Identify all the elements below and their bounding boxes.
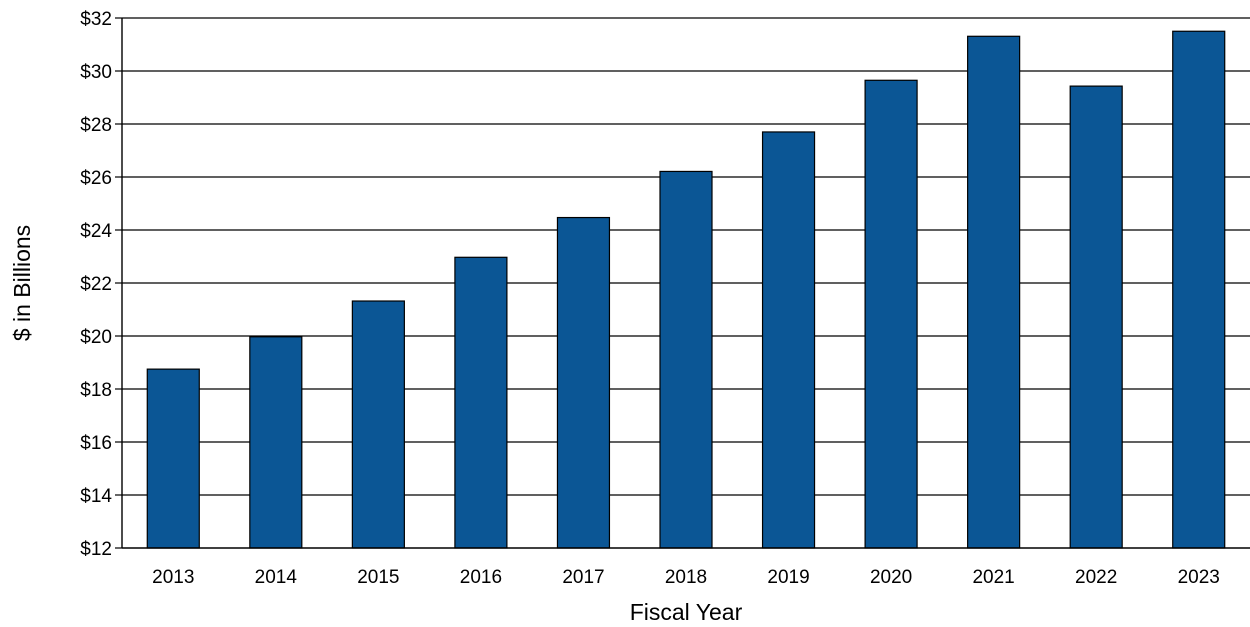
y-tick-label: $32	[80, 9, 112, 30]
bar-2017	[556, 216, 611, 549]
y-tick-label: $12	[80, 539, 112, 560]
bar-2014	[249, 336, 303, 549]
y-tick-label: $26	[80, 168, 112, 189]
x-tick-label: 2020	[870, 567, 912, 588]
y-tick-labels: $12 $14 $16 $18 $20 $22 $24 $26 $28 $30 $32	[80, 9, 112, 560]
x-tick-label: 2022	[1075, 567, 1117, 588]
bar-2016	[454, 256, 508, 549]
bar-2013	[146, 368, 200, 549]
bar-2020	[864, 79, 918, 549]
x-tick-label: 2013	[152, 567, 194, 588]
axes	[121, 18, 1250, 549]
bar-2018	[659, 170, 713, 549]
y-tick-label: $14	[80, 486, 112, 507]
x-tick-label: 2021	[972, 567, 1014, 588]
x-tick-label: 2019	[767, 567, 809, 588]
y-tick-label: $16	[80, 433, 112, 454]
x-tick-label: 2018	[665, 567, 707, 588]
x-tick-label: 2017	[562, 567, 604, 588]
bar-2021	[967, 35, 1021, 549]
y-tick-label: $22	[80, 274, 112, 295]
bar-2019	[761, 131, 816, 549]
x-tick-label: 2015	[357, 567, 399, 588]
x-tick-label: 2023	[1178, 567, 1220, 588]
bars	[146, 30, 1226, 549]
x-tick-labels: 2013 2014 2015 2016 2017 2018 2019 2020 2021 2022…	[152, 567, 1220, 588]
y-tick-label: $30	[80, 62, 112, 83]
x-tick-label: 2014	[255, 567, 298, 588]
y-tick-label: $28	[80, 115, 112, 136]
x-axis-title: Fiscal Year	[630, 599, 743, 625]
y-tick-label: $18	[80, 380, 112, 401]
y-axis-title: $ in Billions	[9, 225, 35, 341]
x-tick-label: 2016	[460, 567, 502, 588]
bar-2022	[1069, 85, 1123, 549]
y-tick-label: $24	[80, 221, 112, 242]
bar-2023	[1172, 30, 1226, 549]
bar-2015	[351, 300, 405, 549]
y-tick-label: $20	[80, 327, 112, 348]
